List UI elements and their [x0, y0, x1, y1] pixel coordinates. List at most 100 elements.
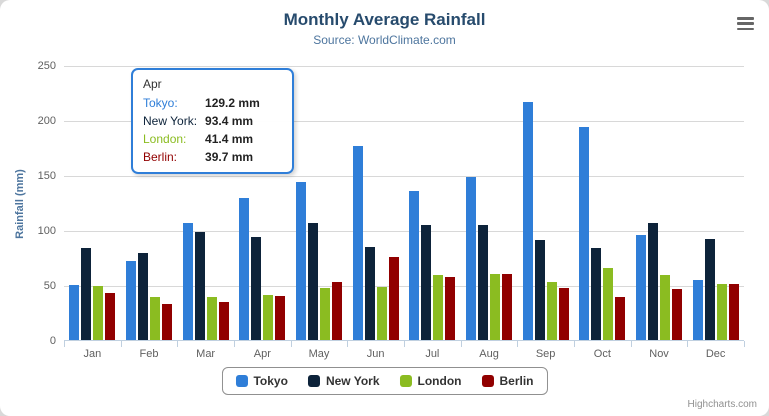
gridline — [64, 66, 744, 67]
x-tick-label: May — [308, 348, 330, 360]
y-tick-label: 200 — [37, 115, 56, 127]
chart-subtitle: Source: WorldClimate.com — [313, 33, 456, 47]
y-tick-label: 50 — [43, 280, 56, 292]
tooltip-series-value: 93.4 mm — [205, 114, 254, 128]
x-tick-mark — [404, 341, 405, 347]
x-tick-mark — [64, 341, 65, 347]
bar-london-jul[interactable] — [433, 275, 444, 340]
bar-new-york-jun[interactable] — [364, 247, 375, 340]
legend-item-tokyo[interactable]: Tokyo — [235, 374, 288, 388]
legend-item-berlin[interactable]: Berlin — [481, 374, 534, 388]
bar-new-york-apr[interactable] — [251, 237, 262, 340]
bar-tokyo-jan[interactable] — [69, 285, 80, 340]
hamburger-icon — [737, 27, 754, 30]
bar-tokyo-dec[interactable] — [692, 280, 703, 340]
bar-new-york-mar[interactable] — [194, 231, 205, 340]
legend-swatch — [307, 375, 320, 387]
bar-new-york-dec[interactable] — [704, 238, 715, 340]
bar-london-oct[interactable] — [603, 268, 614, 340]
bar-tokyo-mar[interactable] — [182, 223, 193, 340]
plot-area — [64, 66, 745, 347]
bar-berlin-apr[interactable] — [275, 296, 286, 340]
bar-new-york-sep[interactable] — [534, 239, 545, 340]
bar-tokyo-apr[interactable] — [239, 197, 250, 340]
bar-berlin-jul[interactable] — [445, 276, 456, 340]
bar-new-york-jan[interactable] — [81, 248, 92, 340]
y-tick-label: 150 — [37, 170, 56, 182]
bar-london-jun[interactable] — [376, 286, 387, 340]
bar-tokyo-may[interactable] — [296, 181, 306, 340]
bar-berlin-dec[interactable] — [728, 283, 739, 340]
legend-swatch — [481, 375, 494, 387]
bar-london-apr[interactable] — [263, 294, 274, 340]
bar-tokyo-aug[interactable] — [466, 176, 476, 340]
bar-new-york-nov[interactable] — [648, 222, 658, 340]
hamburger-icon — [737, 22, 754, 25]
x-tick-mark — [234, 341, 235, 347]
bar-london-nov[interactable] — [660, 274, 670, 340]
x-tick-label: Nov — [649, 348, 669, 360]
tooltip-series-value: 41.4 mm — [205, 132, 254, 146]
bar-berlin-mar[interactable] — [218, 302, 229, 340]
hamburger-icon — [737, 17, 754, 20]
bar-new-york-aug[interactable] — [478, 225, 488, 340]
x-tick-label: Apr — [253, 348, 271, 360]
bar-tokyo-jun[interactable] — [352, 146, 363, 340]
x-tick-label: Sep — [535, 348, 556, 360]
bar-london-mar[interactable] — [206, 296, 217, 340]
y-axis-labels: 0 50 100 150 200 250 — [0, 60, 56, 347]
x-tick-label: Oct — [593, 348, 611, 360]
bar-new-york-feb[interactable] — [138, 253, 148, 340]
tooltip-series-value: 39.7 mm — [205, 150, 254, 164]
bar-tokyo-jul[interactable] — [409, 190, 420, 340]
legend-item-london[interactable]: London — [399, 374, 462, 388]
tooltip-series-value: 129.2 mm — [205, 96, 260, 110]
x-tick-mark — [460, 341, 462, 347]
bar-berlin-sep[interactable] — [558, 287, 569, 340]
x-tick-label: Jan — [83, 348, 102, 360]
bar-new-york-may[interactable] — [308, 223, 318, 340]
export-menu-button[interactable] — [737, 17, 754, 30]
bar-london-may[interactable] — [320, 288, 330, 340]
bar-tokyo-nov[interactable] — [636, 234, 646, 340]
gridline — [64, 286, 744, 287]
chart-title: Monthly Average Rainfall — [283, 10, 486, 29]
x-tick-mark — [744, 341, 745, 347]
legend-swatch — [399, 375, 412, 387]
tooltip-series-name: New York: — [143, 114, 198, 128]
bar-berlin-nov[interactable] — [672, 288, 682, 340]
bar-london-dec[interactable] — [716, 283, 727, 340]
y-tick-label: 100 — [37, 225, 56, 237]
bar-london-aug[interactable] — [490, 274, 500, 340]
x-tick-label: Jun — [366, 348, 385, 360]
x-tick-mark — [120, 341, 122, 347]
tooltip-series-name: Tokyo: — [143, 96, 178, 110]
legend-item-new-york[interactable]: New York — [307, 374, 380, 388]
x-tick-mark — [687, 341, 689, 347]
bar-tokyo-sep[interactable] — [522, 102, 533, 340]
gridline — [64, 231, 744, 232]
legend-label: London — [417, 374, 462, 388]
bar-berlin-may[interactable] — [332, 282, 342, 340]
tooltip-rows: Tokyo: 129.2 mm New York: 93.4 mm London: 41.… — [143, 96, 282, 164]
x-tick-mark — [347, 341, 349, 347]
bar-berlin-aug[interactable] — [502, 273, 512, 340]
bar-berlin-jan[interactable] — [105, 293, 116, 340]
y-tick-label: 250 — [37, 60, 56, 72]
bar-berlin-feb[interactable] — [162, 303, 172, 340]
bar-new-york-oct[interactable] — [591, 248, 602, 340]
bar-berlin-oct[interactable] — [615, 297, 626, 340]
credits-link[interactable]: Highcharts.com — [687, 399, 757, 410]
bar-new-york-jul[interactable] — [421, 224, 432, 340]
bar-tokyo-oct[interactable] — [579, 126, 590, 340]
bar-london-sep[interactable] — [546, 282, 557, 340]
x-tick-label: Mar — [196, 348, 216, 360]
bar-london-jan[interactable] — [93, 286, 104, 340]
bar-tokyo-feb[interactable] — [126, 261, 136, 340]
bar-berlin-jun[interactable] — [388, 257, 399, 340]
bar-london-feb[interactable] — [150, 297, 160, 340]
x-tick-label: Aug — [479, 348, 499, 360]
gridline — [64, 176, 744, 177]
tooltip-header: Apr — [143, 77, 162, 91]
